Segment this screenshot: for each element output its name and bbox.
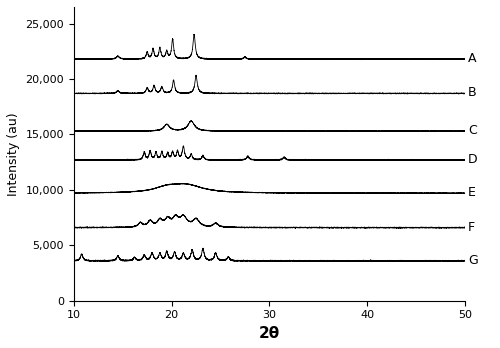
Text: G: G [468, 254, 477, 267]
Text: C: C [468, 124, 476, 137]
Text: F: F [468, 221, 475, 234]
Y-axis label: Intensity (au): Intensity (au) [7, 112, 20, 196]
Text: B: B [468, 86, 476, 100]
Text: A: A [468, 52, 476, 65]
X-axis label: 2θ: 2θ [259, 326, 280, 341]
Text: E: E [468, 186, 476, 199]
Text: D: D [468, 153, 477, 166]
